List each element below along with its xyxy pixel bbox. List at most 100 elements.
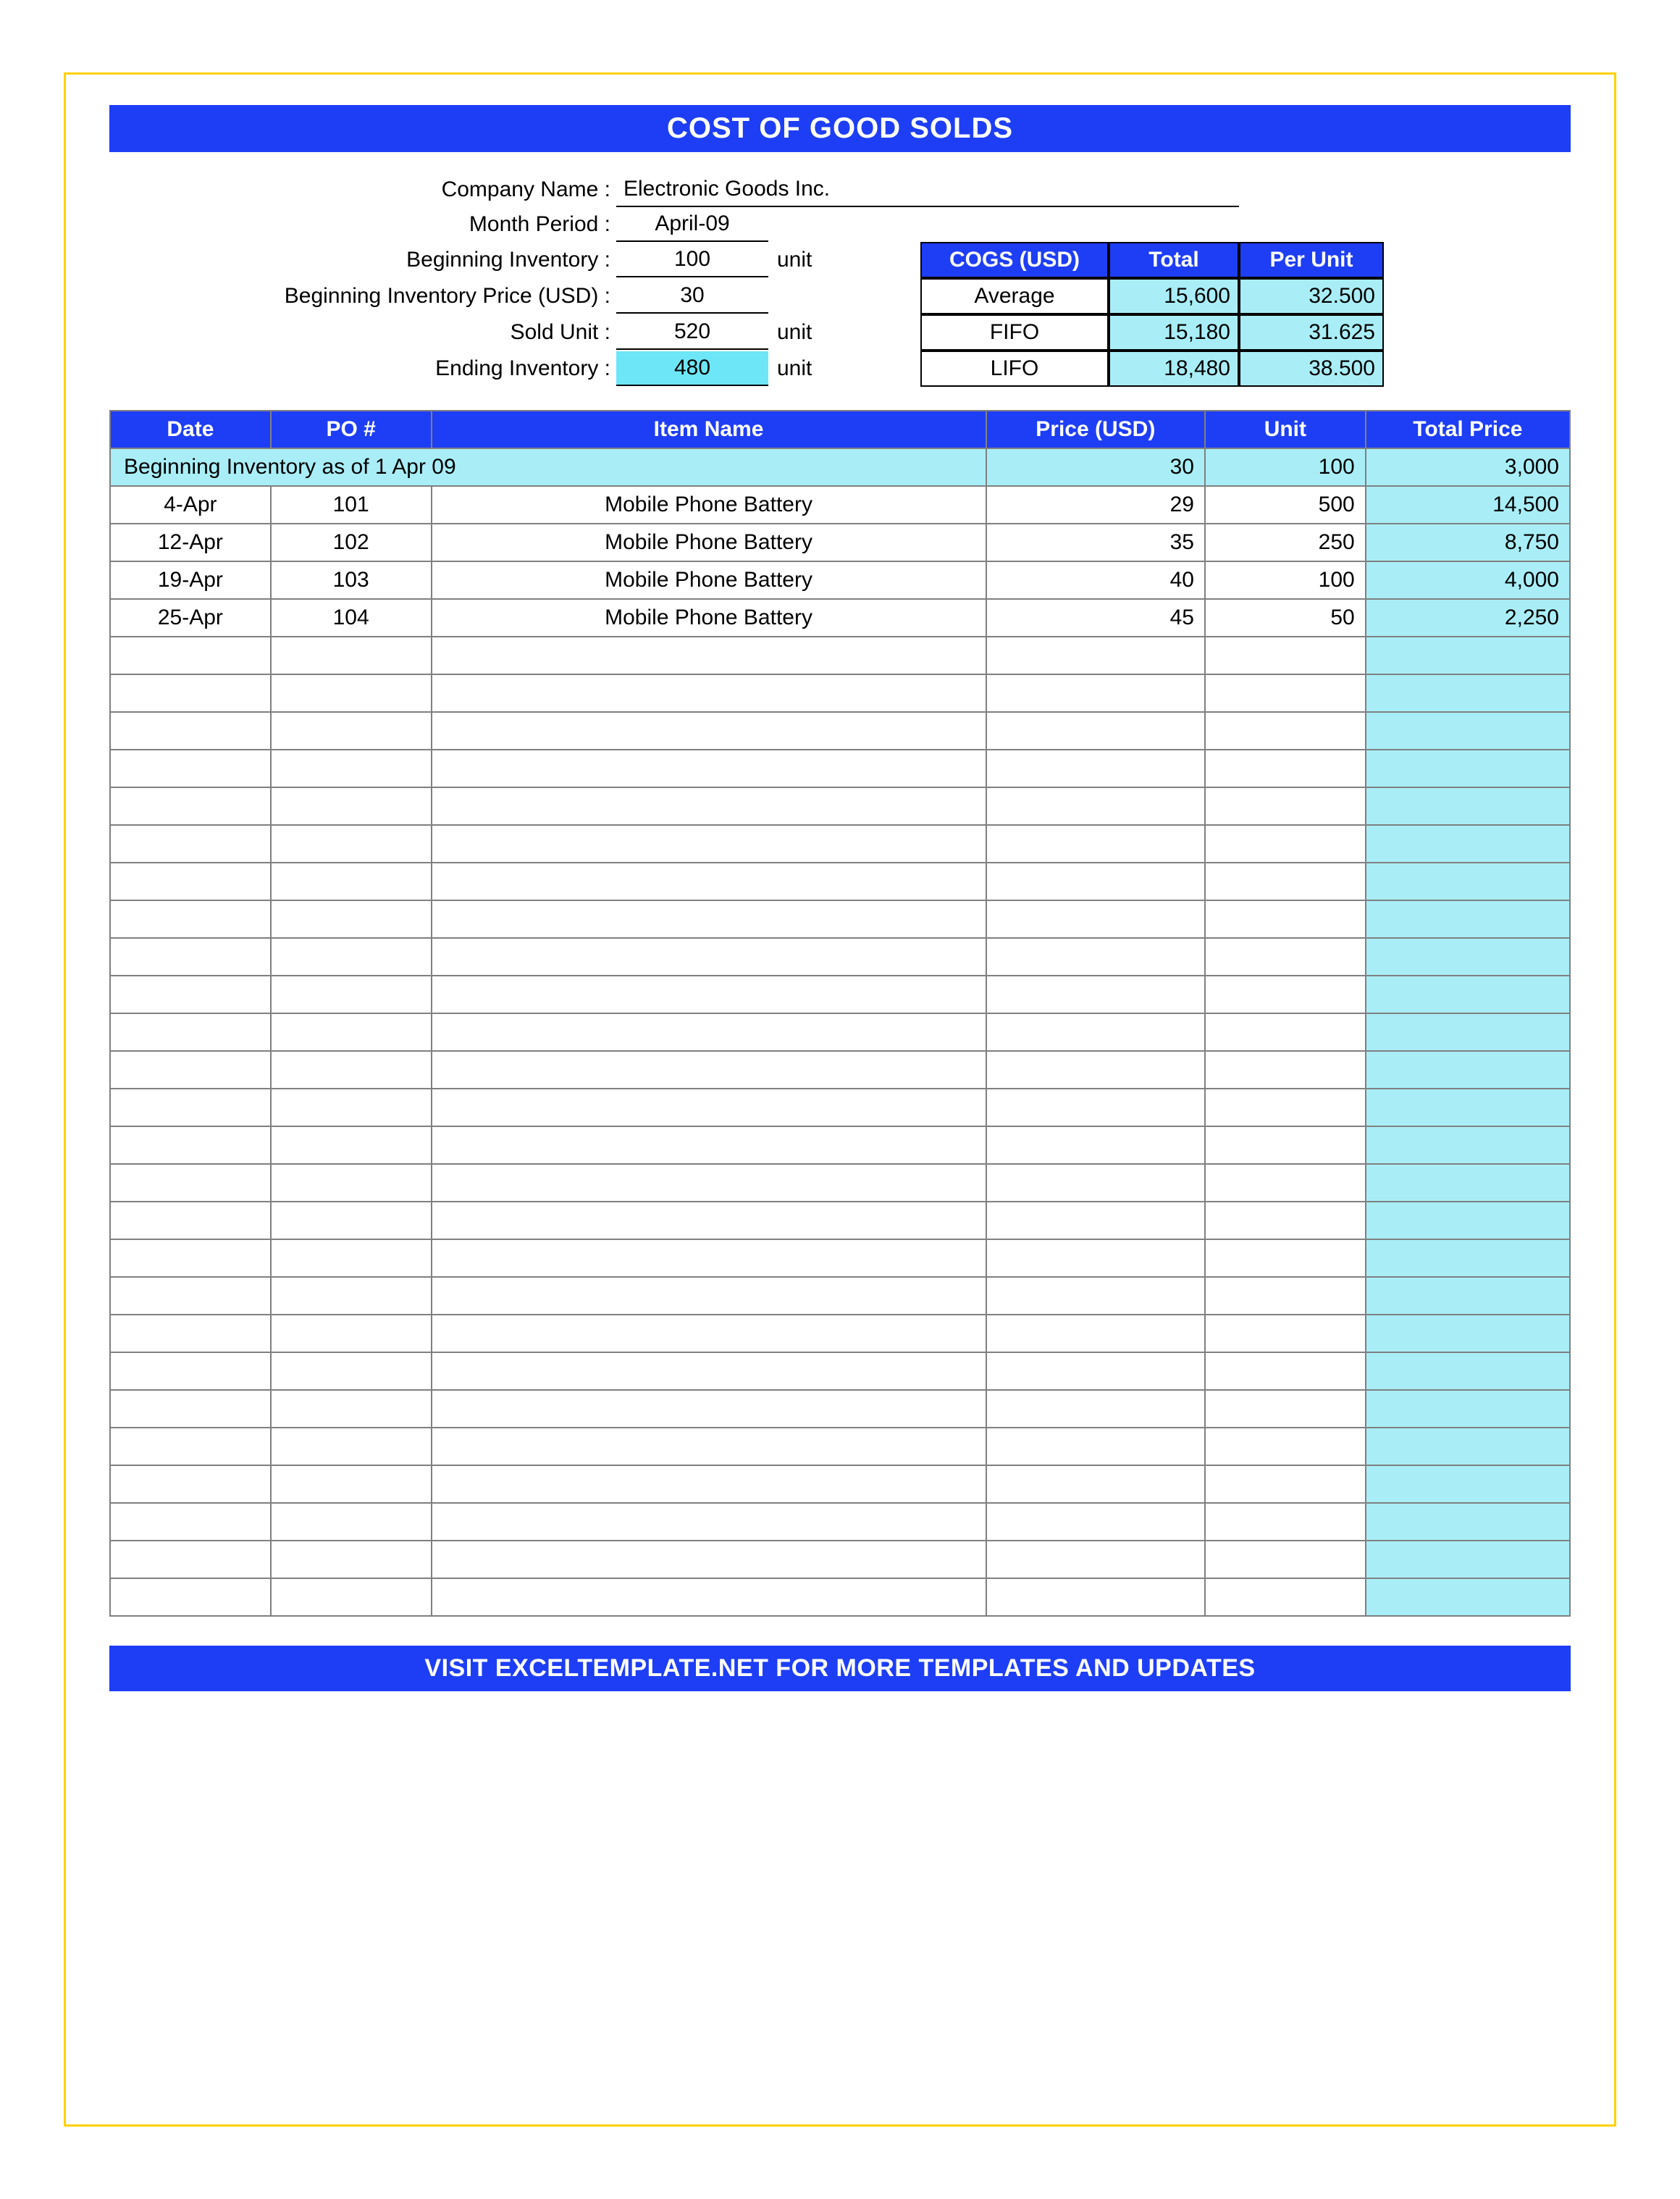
cell-empty xyxy=(271,1465,432,1503)
cell-empty xyxy=(986,938,1205,976)
cell-empty xyxy=(110,750,271,787)
cogs-header-total: Total xyxy=(1109,242,1239,278)
table-row: 12-Apr102Mobile Phone Battery352508,750 xyxy=(110,524,1570,561)
cell-empty xyxy=(986,674,1205,712)
cell-po: 103 xyxy=(271,561,432,599)
cell-empty xyxy=(432,1051,986,1089)
label-month: Month Period : xyxy=(109,208,616,241)
table-row-empty xyxy=(110,1503,1570,1541)
cell-empty xyxy=(110,1277,271,1315)
table-row-empty xyxy=(110,1277,1570,1315)
cell-empty xyxy=(271,1164,432,1202)
cell-empty-total xyxy=(1366,1126,1570,1164)
unit-begin-inv: unit xyxy=(768,248,855,272)
cell-empty xyxy=(432,1541,986,1578)
header-section: Company Name : Electronic Goods Inc. Mon… xyxy=(109,172,1571,387)
table-row-empty xyxy=(110,750,1570,787)
cell-empty xyxy=(1205,712,1366,750)
cell-empty xyxy=(1205,1428,1366,1465)
cell-empty xyxy=(271,1503,432,1541)
cell-empty-total xyxy=(1366,1352,1570,1390)
cell-empty xyxy=(986,787,1205,825)
cell-empty xyxy=(432,938,986,976)
cell-empty-total xyxy=(1366,1541,1570,1578)
cell-empty xyxy=(271,1239,432,1277)
cell-item: Mobile Phone Battery xyxy=(432,561,986,599)
cogs-header-perunit: Per Unit xyxy=(1239,242,1384,278)
cell-empty xyxy=(271,1578,432,1616)
cogs-method-0: Average xyxy=(920,278,1109,314)
table-row-empty xyxy=(110,1051,1570,1089)
cell-empty xyxy=(1205,637,1366,674)
cell-empty xyxy=(1205,1126,1366,1164)
table-row-empty xyxy=(110,825,1570,863)
table-head-row: Date PO # Item Name Price (USD) Unit Tot… xyxy=(110,411,1570,448)
value-begin-inv: 100 xyxy=(616,243,768,277)
cell-total: 14,500 xyxy=(1366,486,1570,524)
cell-empty-total xyxy=(1366,1465,1570,1503)
table-row-empty xyxy=(110,1541,1570,1578)
cell-empty xyxy=(986,1277,1205,1315)
col-total: Total Price xyxy=(1366,411,1570,448)
cell-empty xyxy=(110,637,271,674)
cell-empty xyxy=(1205,976,1366,1013)
cell-empty xyxy=(432,712,986,750)
cell-price: 35 xyxy=(986,524,1205,561)
cell-empty xyxy=(986,900,1205,938)
begin-price: 30 xyxy=(986,448,1205,486)
begin-total: 3,000 xyxy=(1366,448,1570,486)
cell-empty xyxy=(110,674,271,712)
cell-empty xyxy=(110,787,271,825)
label-company: Company Name : xyxy=(109,173,616,206)
cell-empty xyxy=(1205,674,1366,712)
cell-empty xyxy=(1205,1465,1366,1503)
cell-empty-total xyxy=(1366,863,1570,900)
table-row-empty xyxy=(110,1202,1570,1239)
page-title: COST OF GOOD SOLDS xyxy=(109,105,1571,152)
table-row-empty xyxy=(110,1428,1570,1465)
cell-empty xyxy=(432,825,986,863)
cell-empty xyxy=(986,863,1205,900)
cell-empty-total xyxy=(1366,750,1570,787)
cell-empty xyxy=(432,1164,986,1202)
cell-empty xyxy=(986,1013,1205,1051)
cogs-method-2: LIFO xyxy=(920,351,1109,387)
cell-empty xyxy=(110,712,271,750)
cell-empty xyxy=(432,976,986,1013)
cell-empty xyxy=(110,1578,271,1616)
cell-empty xyxy=(271,1352,432,1390)
cell-empty xyxy=(1205,1164,1366,1202)
cogs-perunit-2: 38.500 xyxy=(1239,351,1384,387)
cell-empty xyxy=(986,1126,1205,1164)
cell-empty xyxy=(110,1390,271,1428)
page: COST OF GOOD SOLDS Company Name : Electr… xyxy=(0,0,1680,2199)
cell-empty xyxy=(1205,787,1366,825)
cell-empty xyxy=(271,787,432,825)
cell-empty xyxy=(986,637,1205,674)
beginning-inventory-row: Beginning Inventory as of 1 Apr 09 30 10… xyxy=(110,448,1570,486)
label-sold-unit: Sold Unit : xyxy=(109,316,616,349)
cell-empty xyxy=(271,1126,432,1164)
cell-empty-total xyxy=(1366,787,1570,825)
cell-date: 19-Apr xyxy=(110,561,271,599)
cell-empty xyxy=(271,1202,432,1239)
cell-empty xyxy=(110,1013,271,1051)
col-price: Price (USD) xyxy=(986,411,1205,448)
cell-price: 45 xyxy=(986,599,1205,637)
cell-empty xyxy=(986,1051,1205,1089)
cell-empty-total xyxy=(1366,976,1570,1013)
cell-empty xyxy=(1205,1578,1366,1616)
footer-link-bar[interactable]: VISIT EXCELTEMPLATE.NET FOR MORE TEMPLAT… xyxy=(109,1646,1571,1691)
cell-empty xyxy=(271,900,432,938)
cell-empty xyxy=(271,637,432,674)
cell-empty xyxy=(986,1541,1205,1578)
cell-empty xyxy=(432,674,986,712)
cell-empty xyxy=(110,1315,271,1352)
cell-empty xyxy=(110,1541,271,1578)
cell-price: 40 xyxy=(986,561,1205,599)
cell-empty xyxy=(1205,1051,1366,1089)
cell-empty xyxy=(1205,1277,1366,1315)
cell-empty-total xyxy=(1366,1390,1570,1428)
table-row-empty xyxy=(110,637,1570,674)
cell-empty xyxy=(1205,1352,1366,1390)
